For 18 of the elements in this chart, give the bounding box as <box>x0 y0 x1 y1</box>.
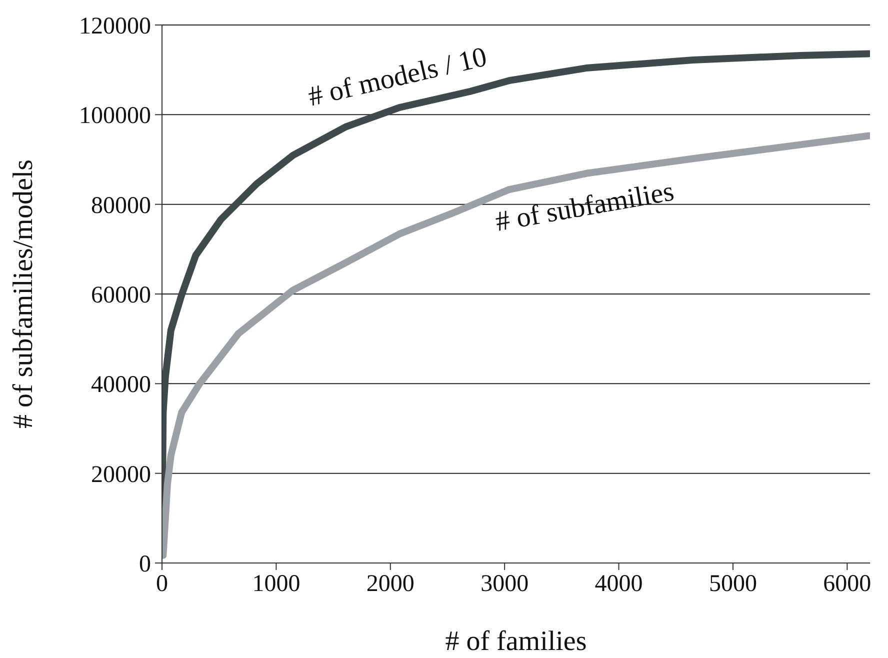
text: # of subfamilies <box>493 176 676 238</box>
y-tick-label: 80000 <box>91 192 151 219</box>
text: # of models / 10 <box>305 42 490 113</box>
y-tick-label: 100000 <box>79 103 151 130</box>
y-tick-label: 40000 <box>91 372 151 398</box>
y-tick-label: 60000 <box>91 282 151 309</box>
x-tick-label: 0 <box>156 571 168 598</box>
y-tick-label: 20000 <box>91 462 151 488</box>
y-tick-label: 0 <box>139 552 151 578</box>
x-tick-label: 5000 <box>708 571 757 598</box>
x-tick-label: 2000 <box>366 571 414 598</box>
x-tick-label: 1000 <box>252 571 300 598</box>
y-axis-title: # of subfamilies/models <box>8 159 39 429</box>
y-tick-label: 120000 <box>79 14 151 40</box>
x-axis-title: # of families <box>445 626 587 657</box>
x-tick-label: 3000 <box>480 571 529 598</box>
x-tick-label: 6000 <box>823 571 872 598</box>
x-tick-label: 4000 <box>594 571 643 598</box>
